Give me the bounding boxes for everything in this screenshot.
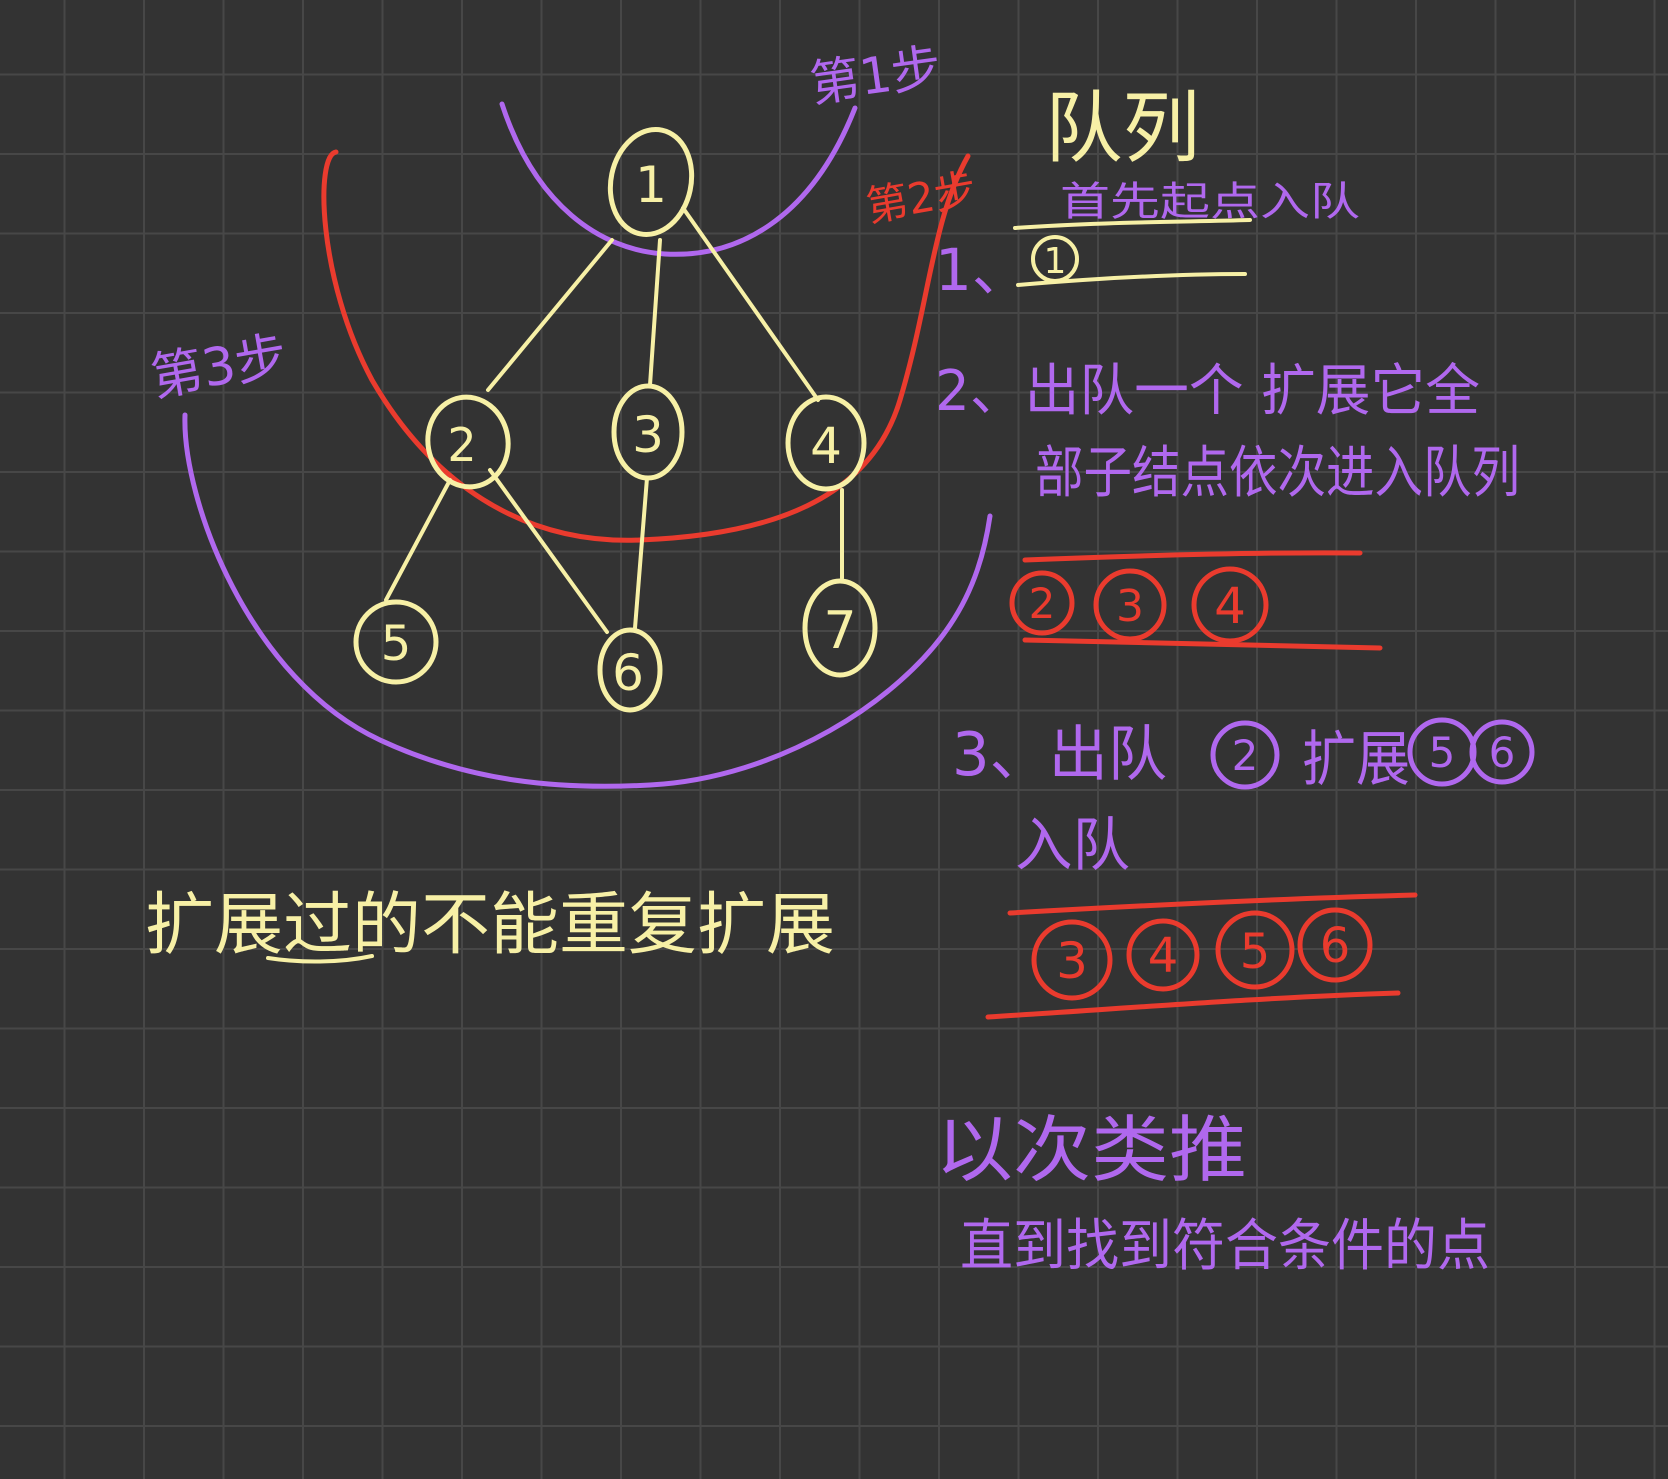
edge-1-4 <box>681 206 820 402</box>
node-label-7: 7 <box>823 601 856 661</box>
step2-arc <box>321 149 971 543</box>
svg-text:4: 4 <box>1148 928 1179 984</box>
queue-row2-item-2: 2 <box>1009 570 1075 636</box>
step1-label: 第1步 <box>806 38 945 114</box>
queue-row3-item-6: 6 <box>1297 907 1373 983</box>
tree-edges <box>384 206 844 634</box>
queue-row1-bottom-line <box>1016 272 1247 287</box>
tree-node-1: 1 <box>607 126 695 238</box>
svg-text:5: 5 <box>1429 728 1456 777</box>
note-underline <box>266 954 374 964</box>
queue-row2-top-line <box>1022 550 1363 563</box>
node-label-1: 1 <box>635 156 667 214</box>
step3-arc <box>182 412 993 789</box>
edge-1-2 <box>486 238 614 392</box>
tree-node-5: 5 <box>353 599 439 685</box>
svg-text:3: 3 <box>1116 581 1144 632</box>
queue-row2-item-3: 3 <box>1093 568 1167 642</box>
tree-node-2: 2 <box>425 394 511 490</box>
queue-step3-expand: 扩展 <box>1302 725 1410 795</box>
queue-row1-top-line <box>1013 218 1252 230</box>
queue-row2-bottom-line <box>1022 637 1383 651</box>
queue-row3-item-3: 3 <box>1031 919 1113 1001</box>
queue-step3-prefix: 3、出队 <box>952 720 1167 790</box>
step3-label: 第3步 <box>146 326 291 409</box>
svg-text:5: 5 <box>1240 924 1271 980</box>
queue-subtitle: 首先起点入队 <box>1060 179 1360 225</box>
svg-text:2: 2 <box>1232 731 1259 780</box>
svg-text:6: 6 <box>1489 728 1516 777</box>
node-label-5: 5 <box>381 616 412 672</box>
note-no-repeat-expand: 扩展过的不能重复扩展 <box>145 886 835 965</box>
queue-row2-item-4: 4 <box>1191 566 1269 644</box>
step1-arc <box>499 101 858 257</box>
queue-step3-child-5: 5 <box>1407 717 1477 787</box>
step2-label: 第2步 <box>862 164 980 231</box>
node-label-2: 2 <box>447 418 476 472</box>
edge-2-5 <box>384 478 452 602</box>
queue-step3-child-6: 6 <box>1469 719 1535 785</box>
queue-step2-line2: 部子结点依次进入队列 <box>1035 441 1520 506</box>
conclusion-line1: 以次类推 <box>935 1108 1247 1192</box>
queue-row1-item-1: 1 <box>1031 235 1079 283</box>
queue-row3-top-line <box>1007 892 1418 916</box>
queue-step3-dequeued-node: 2 <box>1210 720 1280 790</box>
queue-title: 队列 <box>1045 84 1200 174</box>
queue-row3-bottom-line <box>985 990 1401 1020</box>
node-label-4: 4 <box>810 417 842 475</box>
tree-node-7: 7 <box>802 578 878 678</box>
svg-text:2: 2 <box>1029 579 1056 628</box>
node-label-3: 3 <box>632 406 664 464</box>
tree-node-6: 6 <box>597 627 663 713</box>
edge-2-6 <box>488 468 609 634</box>
svg-text:4: 4 <box>1214 577 1246 635</box>
queue-row3-item-4: 4 <box>1126 918 1200 992</box>
tree-node-3: 3 <box>611 383 685 481</box>
queue-step3-line2: 入队 <box>1015 811 1130 879</box>
queue-row3-item-5: 5 <box>1215 910 1295 990</box>
queue-step2-line1: 2、出队一个 扩展它全 <box>935 359 1480 424</box>
node-label-6: 6 <box>612 644 644 702</box>
edge-1-3 <box>648 238 662 387</box>
edge-3-6 <box>633 476 649 630</box>
svg-text:1: 1 <box>1044 241 1067 282</box>
conclusion-line2: 直到找到符合条件的点 <box>960 1214 1490 1279</box>
svg-text:3: 3 <box>1056 932 1088 990</box>
queue-step1-marker: 1、 <box>935 236 1030 304</box>
svg-text:6: 6 <box>1320 918 1351 974</box>
tree-node-4: 4 <box>785 394 867 492</box>
